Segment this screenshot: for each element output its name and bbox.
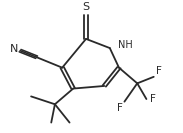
- Text: NH: NH: [118, 40, 133, 50]
- Text: S: S: [83, 2, 89, 12]
- Text: F: F: [156, 65, 161, 76]
- Text: F: F: [150, 94, 156, 104]
- Text: F: F: [117, 103, 123, 113]
- Text: N: N: [10, 44, 18, 54]
